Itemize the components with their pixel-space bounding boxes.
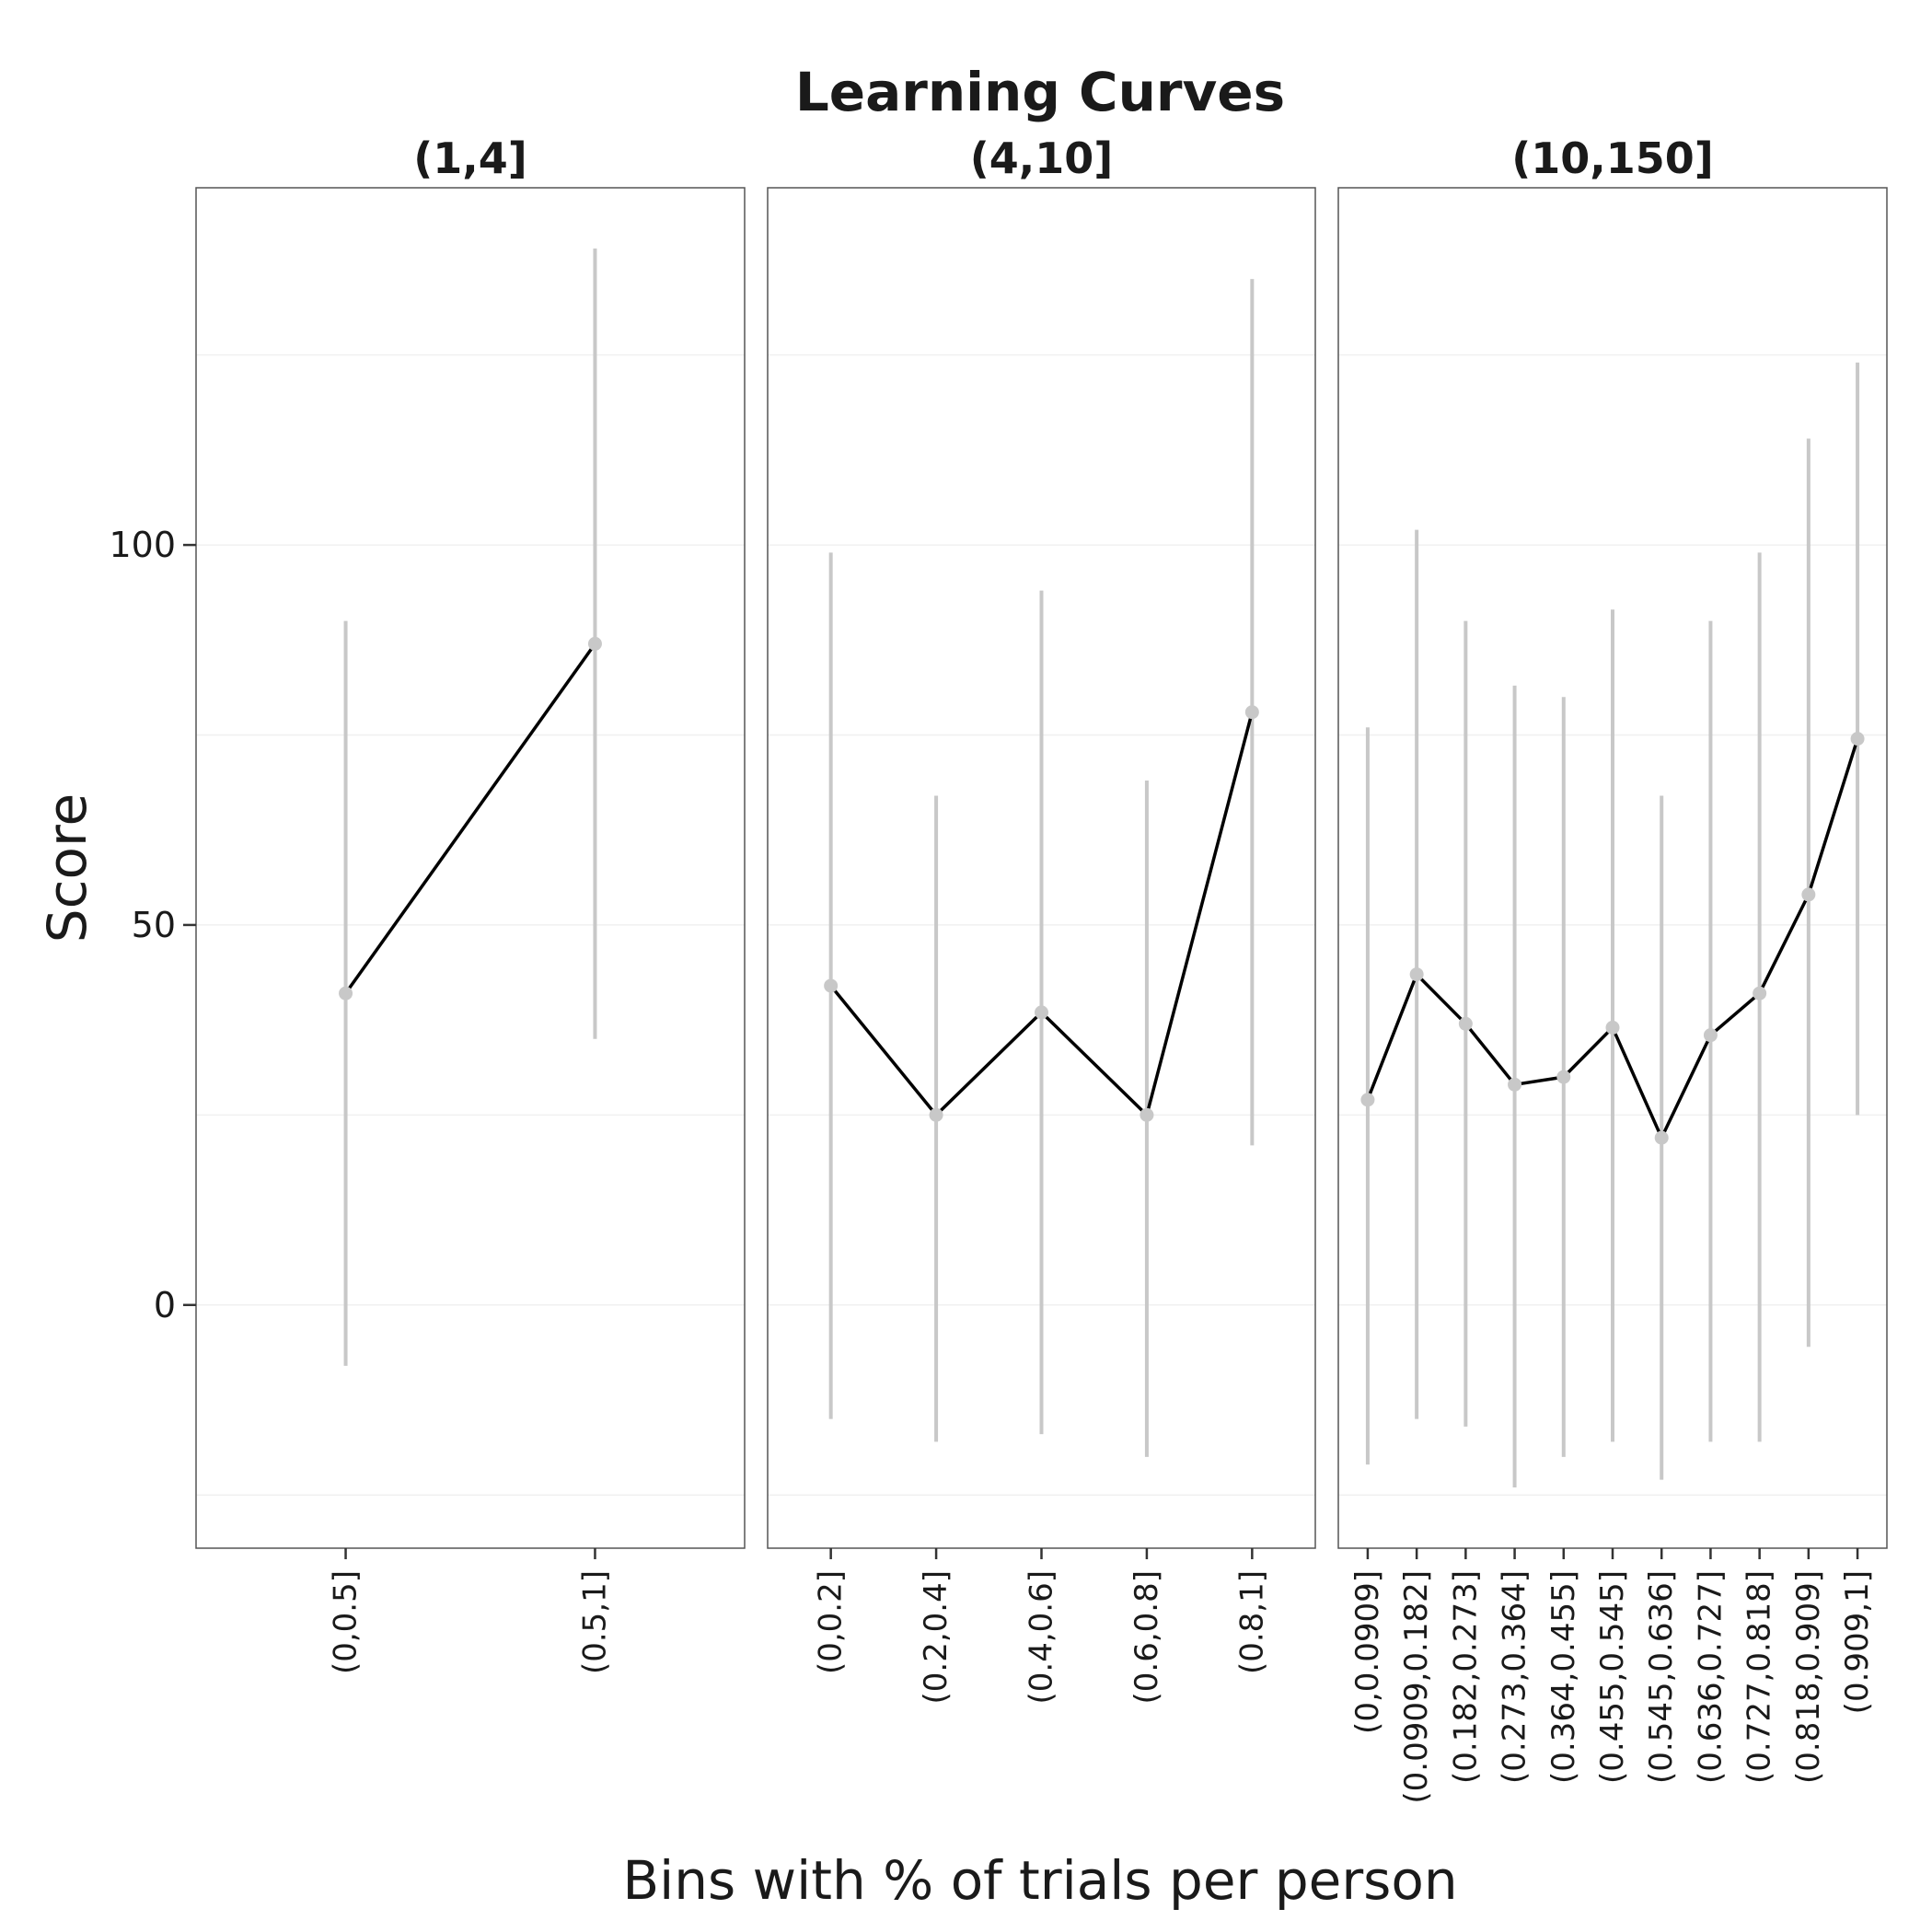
facet-strip-label: (1,4] xyxy=(413,133,527,183)
x-tick-label: (0.455,0.545] xyxy=(1594,1570,1631,1784)
data-point xyxy=(1850,732,1865,746)
chart-title: Learning Curves xyxy=(795,61,1285,123)
x-tick-label: (0.182,0.273] xyxy=(1447,1570,1484,1784)
facet-strip-label: (10,150] xyxy=(1511,133,1714,183)
x-tick-label: (0.2,0.4] xyxy=(918,1570,954,1704)
x-tick-label: (0.273,0.364] xyxy=(1497,1570,1533,1784)
data-point xyxy=(1035,1005,1048,1020)
data-point xyxy=(929,1107,943,1122)
x-tick-label: (0.5,1] xyxy=(577,1570,614,1674)
y-tick-label: 0 xyxy=(154,1285,176,1325)
x-tick-label: (0.909,1] xyxy=(1839,1570,1876,1714)
facet-strip-label: (4,10] xyxy=(970,133,1114,183)
data-point xyxy=(587,636,602,651)
y-axis: 0 50 100 xyxy=(109,525,196,1325)
x-tick-label: (0,0.5] xyxy=(328,1570,364,1674)
data-point xyxy=(339,986,353,1001)
data-point xyxy=(1556,1070,1571,1084)
data-point xyxy=(1360,1093,1375,1107)
data-point xyxy=(1801,887,1816,902)
y-axis-label: Score xyxy=(36,793,98,943)
data-point xyxy=(1605,1020,1620,1035)
x-tick-label: (0.8,1] xyxy=(1233,1570,1270,1674)
x-tick-label: (0.0909,0.182] xyxy=(1398,1570,1435,1804)
data-point xyxy=(1753,986,1767,1001)
data-point xyxy=(1703,1028,1718,1043)
data-point xyxy=(1458,1016,1473,1031)
x-tick-label: (0.636,0.727] xyxy=(1692,1570,1729,1784)
x-tick-label: (0.727,0.818] xyxy=(1741,1570,1778,1784)
x-axis-label: Bins with % of trials per person xyxy=(622,1849,1457,1912)
x-tick-label: (0.6,0.8] xyxy=(1128,1570,1165,1704)
x-tick-label: (0,0.0909] xyxy=(1349,1570,1386,1734)
y-tick-label: 50 xyxy=(132,905,176,945)
panel-frame xyxy=(195,187,746,1549)
data-point xyxy=(1508,1077,1522,1092)
x-tick-label: (0.4,0.6] xyxy=(1024,1570,1060,1704)
x-tick-label: (0,0.2] xyxy=(813,1570,850,1674)
data-point xyxy=(1654,1130,1669,1145)
data-point xyxy=(1409,967,1424,982)
x-tick-label: (0.545,0.636] xyxy=(1643,1570,1680,1784)
series-line xyxy=(344,642,596,995)
facet-panel-1: (1,4] (0,0.5] (0.5,1] xyxy=(195,133,746,1674)
data-point xyxy=(1140,1107,1154,1122)
facet-panel-3: (10,150] (0,0.0909] (0.0909,0.182] (0.182,0… xyxy=(1337,133,1888,1804)
facet-panel-2: (4,10] (0,0.2] (0.2,0.4] (0.4,0.6] (0.6,0.8]… xyxy=(767,133,1316,1704)
x-tick-label: (0.364,0.455] xyxy=(1545,1570,1582,1784)
y-tick-label: 100 xyxy=(109,525,176,565)
x-tick-label: (0.818,0.909] xyxy=(1790,1570,1827,1784)
plot-layer: (1,4] (0,0.5] (0.5,1] (4,10] (0,0.2] (0.2,0.4… xyxy=(109,133,1888,1804)
data-point xyxy=(1244,705,1259,720)
data-point xyxy=(824,978,839,993)
